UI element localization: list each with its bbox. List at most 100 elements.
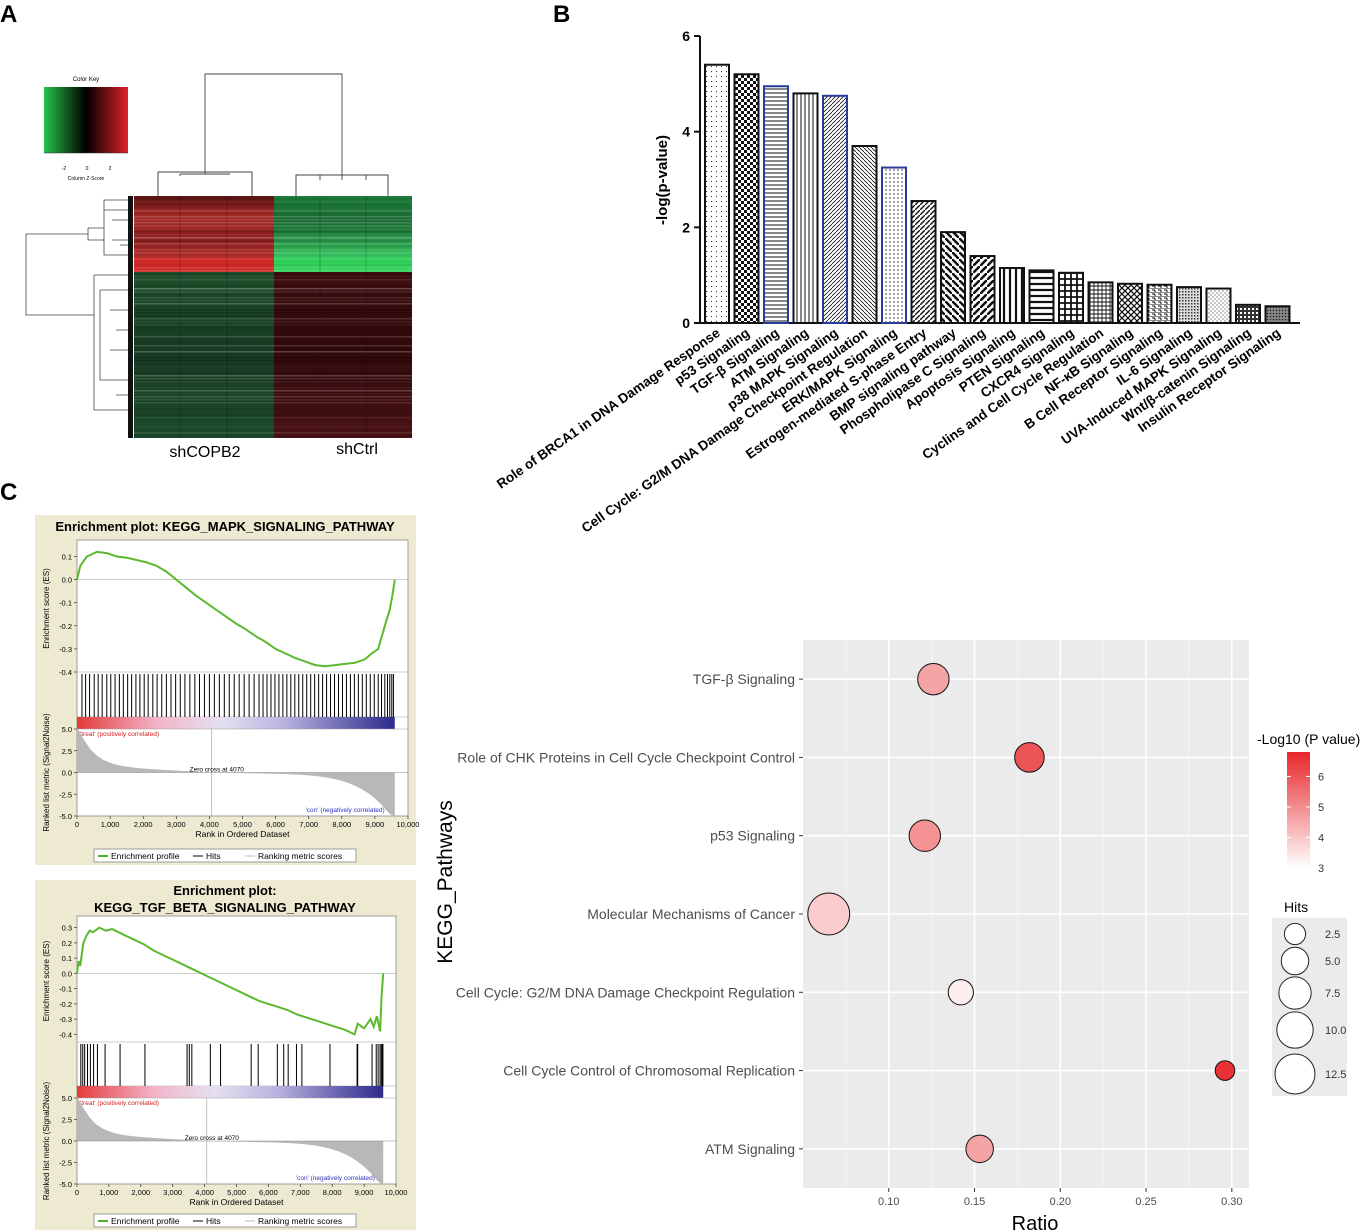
color-key-xlabel: Column Z-Score: [68, 176, 105, 182]
metric-tick-label: -2.5: [59, 790, 72, 799]
gsea-mapk-legend-metric: Ranking metric scores: [258, 851, 342, 861]
heatmap-row-stripe: [134, 258, 412, 260]
gsea-tgf-legend-hits: Hits: [206, 1216, 221, 1226]
rank-gradient-bar: [77, 1086, 384, 1098]
heatmap-row-stripe: [134, 333, 412, 335]
rank-tick-label: 5,000: [227, 1188, 246, 1197]
es-tick-label: -0.2: [59, 1000, 72, 1009]
bar-chart-ylabel: -log(p-value): [654, 135, 671, 225]
heatmap-row-stripe: [134, 300, 412, 302]
rank-tick-label: 10,000: [385, 1188, 408, 1197]
bubble-category-label: TGF-β Signaling: [693, 671, 795, 687]
rank-tick-label: 7,000: [299, 820, 318, 829]
bar-y-tick-label: 2: [682, 219, 690, 235]
heatmap-row-stripe: [134, 309, 412, 311]
rank-tick-label: 8,000: [332, 820, 351, 829]
heatmap-row-stripe: [134, 222, 412, 224]
color-key-title: Color Key: [73, 77, 99, 83]
heatmap-row-stripe: [134, 414, 412, 416]
bar-y-tick-label: 6: [682, 28, 690, 44]
bar-12: [1058, 271, 1084, 324]
heatmap-row-stripe: [134, 252, 412, 254]
heatmap-row-stripe: [134, 363, 412, 365]
heatmap-row-stripe: [134, 213, 412, 215]
heatmap-panel: Color Key -2 0 2 Column Z-Score: [25, 73, 412, 461]
rank-tick-label: 8,000: [323, 1188, 342, 1197]
size-legend-circle: [1274, 1053, 1316, 1095]
bubble-plot-panel: TGF-β Signaling Role of CHK Proteins in C…: [434, 640, 1360, 1232]
bubble-plot-ylabel: KEGG_Pathways: [434, 800, 457, 963]
heatmap-row-stripe: [134, 234, 412, 236]
heatmap-row-stripe: [134, 267, 412, 269]
metric-tick-label: 5.0: [62, 1094, 72, 1103]
color-legend-tick-label: 3: [1318, 863, 1324, 875]
es-ylabel: Enrichment score (ES): [42, 568, 51, 649]
bubble-category-label: ATM Signaling: [705, 1141, 795, 1157]
zero-cross-label: Zero cross at 4070: [185, 1135, 240, 1142]
metric-tick-label: 0.0: [62, 1137, 72, 1146]
heatmap-row-stripe: [134, 198, 412, 200]
gsea-tgf-title-line1: Enrichment plot:: [173, 883, 276, 898]
heatmap-row-stripe: [134, 402, 412, 404]
es-ylabel: Enrichment score (ES): [42, 940, 51, 1021]
gsea-mapk-title: Enrichment plot: KEGG_MAPK_SIGNALING_PAT…: [55, 519, 395, 534]
size-legend-title: Hits: [1284, 899, 1308, 915]
rank-tick-label: 0: [75, 820, 79, 829]
color-key-tick-high: 2: [109, 166, 112, 172]
bubble-category-label: Cell Cycle: G2/M DNA Damage Checkpoint R…: [456, 984, 795, 1000]
bubble-x-tick-label: 0.10: [878, 1196, 899, 1208]
heatmap-row-stripe: [134, 360, 412, 362]
heatmap-row-stripe: [134, 246, 412, 248]
negative-correlation-label: 'con' (negatively correlated): [296, 1175, 375, 1182]
group-label-shctrl: shCtrl: [336, 441, 378, 458]
bubble-point: [917, 662, 950, 696]
gsea-tgf-title-line2: KEGG_TGF_BETA_SIGNALING_PATHWAY: [94, 900, 356, 915]
size-legend-label: 7.5: [1325, 988, 1340, 1000]
bubble-category-label: Role of CHK Proteins in Cell Cycle Check…: [457, 749, 795, 765]
heatmap-row-stripe: [134, 417, 412, 419]
color-legend-tick-label: 4: [1318, 832, 1324, 844]
rank-tick-label: 2,000: [134, 820, 153, 829]
heatmap-mid-band-left: [134, 258, 274, 272]
heatmap-row-stripe: [134, 297, 412, 299]
bar-1: [733, 73, 760, 325]
heatmap-row-stripes: [134, 198, 412, 437]
heatmap-row-stripe: [134, 318, 412, 320]
metric-tick-label: -5.0: [59, 812, 72, 821]
gsea-tgf-legend-profile: Enrichment profile: [111, 1216, 180, 1226]
rank-xlabel: Rank in Ordered Dataset: [195, 829, 290, 839]
heatmap-row-stripe: [134, 276, 412, 278]
panel-c-label: C: [0, 479, 17, 506]
metric-tick-label: -5.0: [59, 1180, 72, 1189]
rank-tick-label: 3,000: [163, 1188, 182, 1197]
heatmap-row-stripe: [134, 426, 412, 428]
rank-gradient-bar: [77, 717, 395, 729]
es-tick-label: -0.4: [59, 668, 72, 677]
bar-0: [704, 63, 730, 324]
heatmap-row-stripe: [134, 351, 412, 353]
heatmap-row-stripe: [134, 306, 412, 308]
rank-tick-label: 10,000: [397, 820, 420, 829]
gsea-mapk-panel: Enrichment plot: KEGG_MAPK_SIGNALING_PAT…: [35, 515, 419, 865]
size-legend-circle: [1280, 946, 1310, 976]
bubble-point: [1214, 1060, 1236, 1081]
bubble-point: [965, 1134, 994, 1164]
heatmap-top-right: [274, 196, 412, 260]
heatmap-row-stripe: [134, 399, 412, 401]
bar-16: [1176, 286, 1202, 324]
metric-ylabel: Ranked list metric (Signal2Noise): [42, 713, 51, 832]
panel-a-label: A: [0, 1, 17, 28]
es-curve: [76, 550, 396, 668]
rank-tick-label: 3,000: [167, 820, 186, 829]
panel-b-label: B: [553, 1, 570, 28]
heatmap-row-stripe: [134, 228, 412, 230]
heatmap-top-left: [134, 196, 274, 260]
metric-tick-label: 0.0: [62, 769, 72, 778]
heatmap-row-stripe: [134, 348, 412, 350]
heatmap-row-stripe: [134, 255, 412, 257]
color-legend-title: -Log10 (P value): [1257, 731, 1360, 747]
heatmap-row-stripe: [134, 210, 412, 212]
rank-tick-label: 2,000: [131, 1188, 150, 1197]
bar-chart-panel: -log(p-value) 0 2 4 6 Role of BRCA1 in DNA …: [494, 28, 1300, 536]
heatmap-row-stripe: [134, 315, 412, 317]
